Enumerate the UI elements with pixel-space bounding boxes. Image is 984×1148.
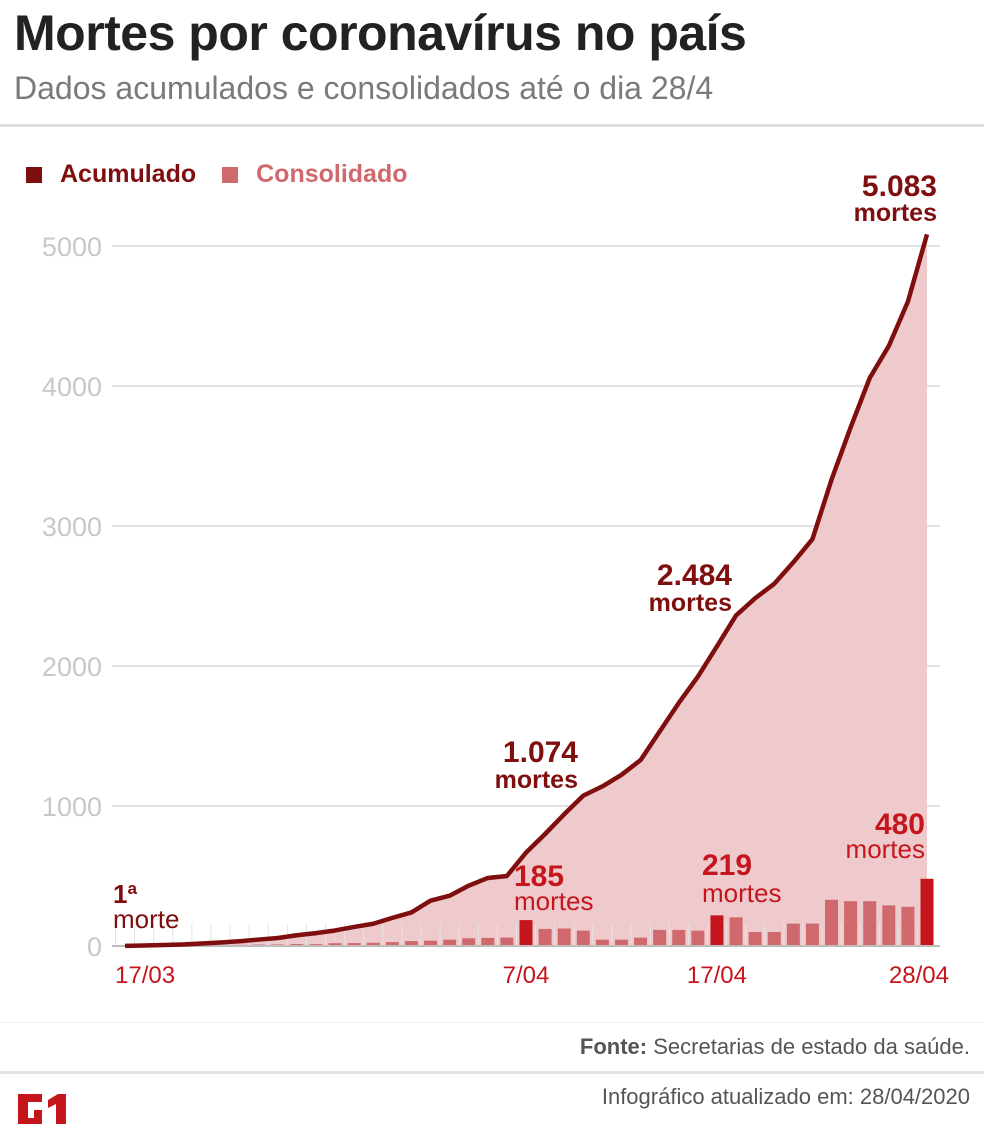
y-tick-label: 1000	[42, 792, 102, 822]
daily-bar	[634, 937, 648, 946]
daily-bar	[595, 939, 609, 946]
source-note: Fonte: Secretarias de estado da saúde.	[580, 1034, 970, 1060]
daily-bar	[424, 940, 438, 946]
daily-bar	[920, 878, 934, 946]
cumulative-line	[124, 233, 930, 949]
g1-logo-icon	[18, 1094, 66, 1124]
daily-bar	[614, 939, 628, 946]
daily-bar	[385, 942, 399, 946]
y-tick-label: 0	[87, 932, 102, 962]
daily-bar	[672, 929, 686, 946]
daily-bar	[844, 901, 858, 946]
annotation-value: 185	[514, 860, 564, 893]
daily-bar	[328, 943, 342, 946]
legend-label-acumulado: Acumulado	[60, 160, 197, 188]
footer-divider	[0, 1022, 984, 1023]
daily-bar	[538, 928, 552, 946]
cumulative-area	[125, 234, 927, 946]
daily-bar	[691, 930, 705, 946]
daily-bar	[825, 899, 839, 946]
updated-note: Infográfico atualizado em: 28/04/2020	[601, 1084, 970, 1109]
daily-bar	[882, 905, 896, 946]
annotation-value: 219	[702, 849, 752, 882]
annotation-unit: mortes	[702, 878, 781, 908]
daily-bar	[557, 928, 571, 946]
header-divider	[0, 124, 984, 127]
y-tick-label: 3000	[42, 512, 102, 542]
y-tick-label: 4000	[42, 372, 102, 402]
annotation-value: 480	[875, 808, 925, 841]
legend-label-consolidado: Consolidado	[256, 160, 408, 188]
footer-divider-2	[0, 1071, 984, 1074]
chart-legend: Acumulado Consolidado	[26, 160, 434, 189]
daily-bar	[481, 937, 495, 946]
daily-bar	[767, 932, 781, 946]
chart-title: Mortes por coronavírus no país	[14, 5, 747, 61]
y-tick-label: 5000	[42, 232, 102, 262]
daily-bar	[404, 941, 418, 946]
annotation-unit: mortes	[495, 766, 578, 794]
chart-subtitle: Dados acumulados e consolidados até o di…	[14, 70, 714, 106]
x-tick-label: 7/04	[503, 962, 550, 989]
x-tick-label: 28/04	[889, 962, 949, 989]
daily-bar	[653, 929, 667, 946]
legend-swatch-acumulado	[26, 166, 42, 183]
daily-bar	[805, 923, 819, 946]
annotation-value: 1.074	[503, 736, 578, 769]
daily-bar	[863, 901, 877, 946]
daily-bar	[710, 915, 724, 946]
x-tick-label: 17/04	[687, 962, 747, 989]
annotation-value: 2.484	[657, 559, 732, 592]
chart-canvas: 0 1000 2000 3000 4000 5000 17/03 7/04 17/04 28/04…	[42, 170, 949, 989]
daily-bar	[786, 923, 800, 946]
daily-bar	[519, 920, 533, 946]
annotation-unit: mortes	[846, 834, 925, 864]
daily-bar	[748, 932, 762, 946]
daily-bar	[443, 939, 457, 946]
daily-bar	[576, 930, 590, 946]
annotation-unit: mortes	[649, 589, 732, 617]
annotation-unit: mortes	[514, 886, 593, 916]
legend-item-acumulado: Acumulado	[26, 160, 196, 189]
daily-bar	[462, 938, 476, 946]
annotation-unit: morte	[113, 904, 179, 934]
daily-bar	[729, 917, 743, 946]
daily-bar	[366, 942, 380, 946]
source-label: Fonte:	[579, 1034, 648, 1059]
source-text: Secretarias de estado da saúde.	[653, 1034, 970, 1059]
annotation-value: 1ª	[113, 879, 137, 909]
y-tick-label: 2000	[42, 652, 102, 682]
daily-bar	[901, 906, 915, 946]
legend-swatch-consolidado	[222, 166, 239, 183]
annotation-value: 5.083	[862, 170, 937, 203]
daily-bar	[347, 943, 361, 946]
annotation-unit: mortes	[854, 199, 937, 227]
legend-item-consolidado: Consolidado	[222, 160, 408, 189]
daily-bar	[500, 937, 514, 946]
x-tick-label: 17/03	[115, 962, 175, 989]
